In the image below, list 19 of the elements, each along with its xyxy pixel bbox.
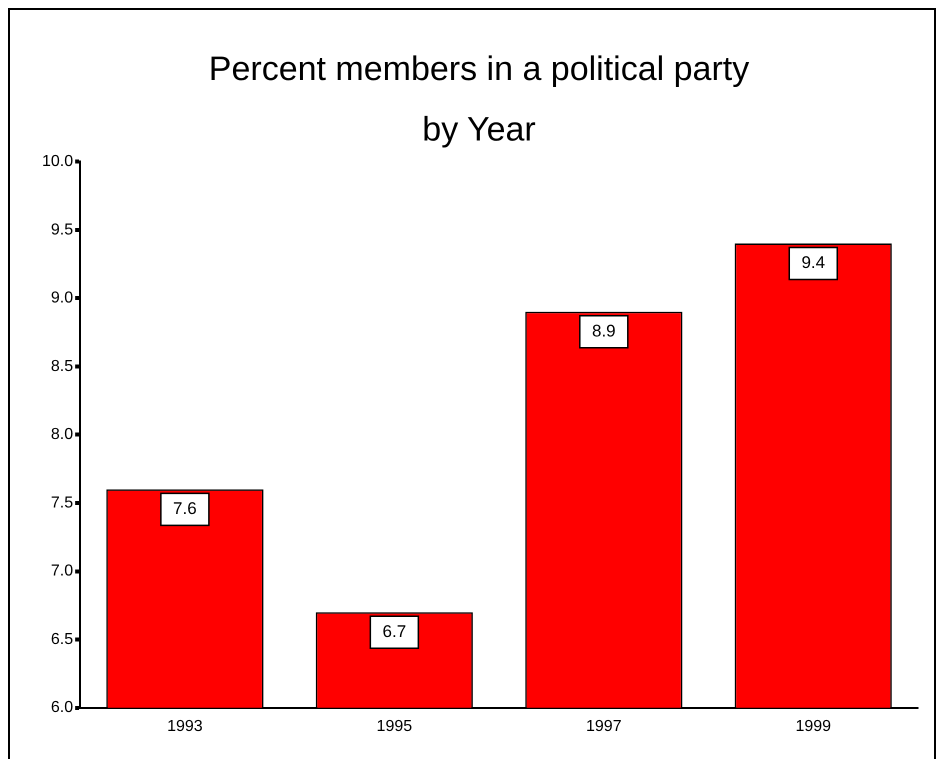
y-tick-label: 6.5 — [50, 630, 74, 648]
chart-subtitle: by Year — [422, 110, 536, 149]
data-label: 6.7 — [382, 622, 406, 641]
y-tick-label: 7.5 — [50, 494, 74, 512]
y-tick-label: 8.0 — [50, 426, 74, 444]
data-label: 8.9 — [592, 321, 616, 340]
y-tick-label: 7.0 — [50, 562, 74, 580]
data-label: 7.6 — [173, 499, 197, 518]
x-tick-label: 1995 — [376, 718, 412, 735]
y-tick-label: 10.0 — [42, 153, 74, 170]
y-tick-label: 9.0 — [50, 290, 74, 307]
x-tick-label: 1993 — [167, 718, 203, 735]
x-tick-label: 1999 — [795, 718, 832, 735]
x-tick-label: 1997 — [586, 718, 622, 735]
data-label: 9.4 — [801, 253, 826, 272]
chart-title: Percent members in a political party — [208, 50, 750, 88]
y-tick-label: 8.5 — [50, 358, 74, 375]
y-tick-label: 6.0 — [50, 699, 74, 716]
y-tick-label: 9.5 — [50, 221, 74, 238]
